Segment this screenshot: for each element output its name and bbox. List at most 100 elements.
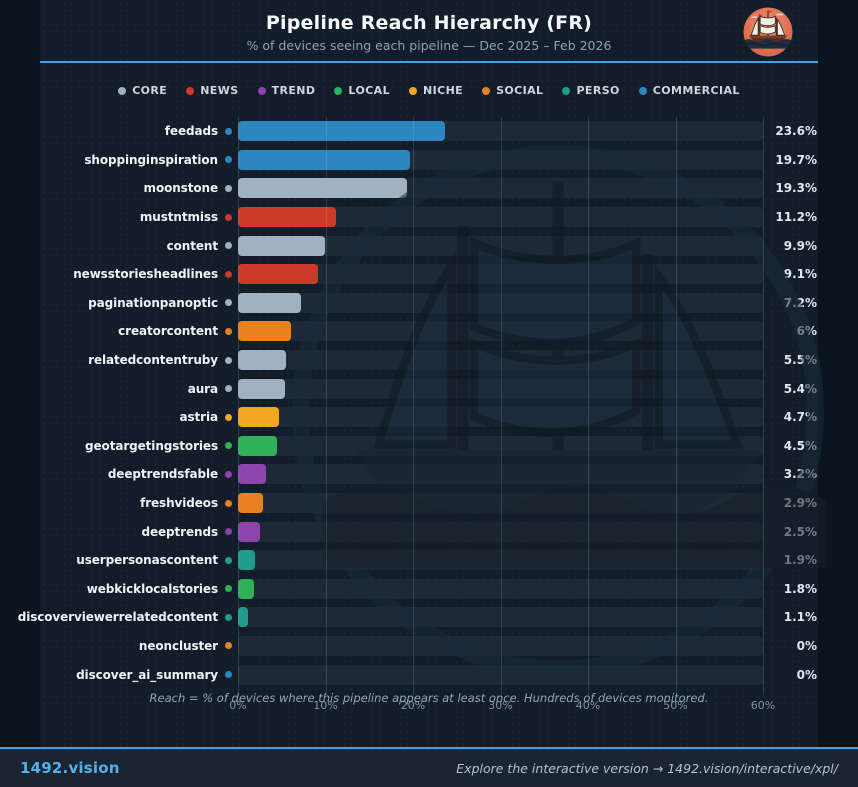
reach-bar [238, 464, 266, 485]
value-label: 1.1% [783, 610, 817, 625]
chart-row: shoppinginspiration 19.7% [40, 146, 818, 175]
ship-logo-icon [743, 7, 793, 57]
pipeline-label: moonstone [143, 181, 219, 196]
reach-bar [238, 121, 445, 142]
bar-cell [238, 521, 763, 542]
bar-cell [238, 378, 763, 399]
reach-bar [238, 407, 280, 428]
category-dot [224, 556, 232, 564]
legend-item: LOCAL [334, 84, 390, 97]
bar-track [238, 578, 763, 599]
chart-row: neoncluster 0% [40, 632, 818, 661]
category-dot [224, 156, 232, 164]
bar-cell [238, 292, 763, 313]
pipeline-label: neoncluster [138, 638, 218, 653]
legend-item-label: TREND [271, 84, 316, 97]
pipeline-label: deeptrends [141, 524, 218, 539]
value-label: 4.7% [783, 410, 817, 425]
bar-track [238, 550, 763, 571]
legend-item-label: COMMERCIAL [652, 84, 740, 97]
category-dot [224, 528, 232, 536]
legend-color-dot [562, 86, 571, 95]
bar-cell [238, 407, 763, 428]
bar-cell [238, 635, 763, 656]
legend-item-label: NICHE [423, 84, 464, 97]
x-tick-label: 50% [663, 699, 688, 712]
bar-track [238, 292, 763, 313]
value-label: 4.5% [783, 438, 817, 453]
category-dot [224, 242, 232, 250]
value-label: 11.2% [775, 210, 817, 225]
legend: CORE NEWS TREND LOCAL NICHE SOCIAL PERSO… [40, 83, 818, 98]
pipeline-label: newsstoriesheadlines [73, 267, 218, 282]
chart-row: mustntmiss 11.2% [40, 203, 818, 232]
reach-bar [238, 207, 336, 228]
bar-cell [238, 321, 763, 342]
page-title: Pipeline Reach Hierarchy (FR) [265, 12, 593, 34]
category-dot [224, 356, 232, 364]
chart-row: deeptrends 2.5% [40, 517, 818, 546]
legend-item: NICHE [409, 84, 463, 97]
bar-cell [238, 550, 763, 571]
bar-track [238, 435, 763, 456]
pipeline-label: astria [179, 410, 218, 425]
bar-cell [238, 264, 763, 285]
reach-bar [238, 235, 325, 256]
category-dot [224, 127, 232, 135]
value-label: 2.5% [783, 524, 817, 539]
bar-cell [238, 235, 763, 256]
category-dot [224, 613, 232, 621]
legend-color-dot [334, 86, 343, 95]
pipeline-label: discover_ai_summary [76, 667, 218, 682]
pipeline-label: shoppinginspiration [84, 152, 218, 167]
chart-row: creatorcontent 6% [40, 317, 818, 346]
pipeline-label: freshvideos [140, 496, 218, 511]
legend-color-dot [409, 86, 417, 95]
x-tick-label: 0% [229, 699, 247, 712]
chart-row: geotargetingstories 4.5% [40, 432, 818, 461]
bar-cell [238, 149, 763, 170]
pipeline-label: deeptrendsfable [107, 467, 218, 482]
category-dot [224, 385, 232, 393]
bar-cell [238, 178, 763, 199]
bar-track [238, 378, 763, 399]
bar-cell [238, 350, 763, 371]
x-axis-ticks: 0% 10% 20% 30% 40% 50% 60% [229, 699, 775, 713]
bar-track [238, 493, 763, 514]
bar-cell [238, 578, 763, 599]
value-label: 1.9% [783, 553, 817, 568]
pipeline-label: relatedcontentruby [88, 353, 218, 368]
reach-bar [238, 493, 264, 514]
reach-bar [238, 292, 301, 313]
reach-bar [238, 607, 248, 628]
legend-color-dot [118, 86, 127, 95]
value-label: 6% [796, 324, 817, 339]
category-dot [224, 499, 232, 507]
page-subtitle: % of devices seeing each pipeline — Dec … [246, 38, 612, 53]
x-tick-label: 30% [488, 699, 513, 712]
legend-item-label: NEWS [200, 84, 239, 97]
pipeline-label: webkicklocalstories [86, 581, 218, 596]
chart-row: feedads 23.6% [40, 117, 818, 146]
pipeline-label: content [166, 238, 218, 253]
category-dot [224, 413, 232, 421]
value-label: 5.4% [783, 381, 817, 396]
legend-item: TREND [257, 84, 316, 97]
legend-item-label: PERSO [576, 84, 620, 97]
legend-color-dot [638, 86, 647, 95]
bar-track [238, 635, 763, 656]
interactive-link-text[interactable]: Explore the interactive version → 1492.v… [456, 760, 838, 776]
chart-row: discoverviewerrelatedcontent 1.1% [18, 603, 818, 632]
legend-item-label: CORE [132, 84, 168, 97]
reach-bar [238, 350, 287, 371]
pipeline-label: userpersonascontent [76, 553, 218, 568]
pipeline-label: geotargetingstories [85, 438, 218, 453]
category-dot [224, 213, 232, 221]
category-dot [224, 299, 232, 307]
pipeline-label: aura [187, 381, 218, 396]
legend-item: COMMERCIAL [638, 84, 740, 97]
bar-cell [238, 207, 763, 228]
category-dot [224, 671, 232, 679]
pipeline-label: mustntmiss [139, 210, 218, 225]
